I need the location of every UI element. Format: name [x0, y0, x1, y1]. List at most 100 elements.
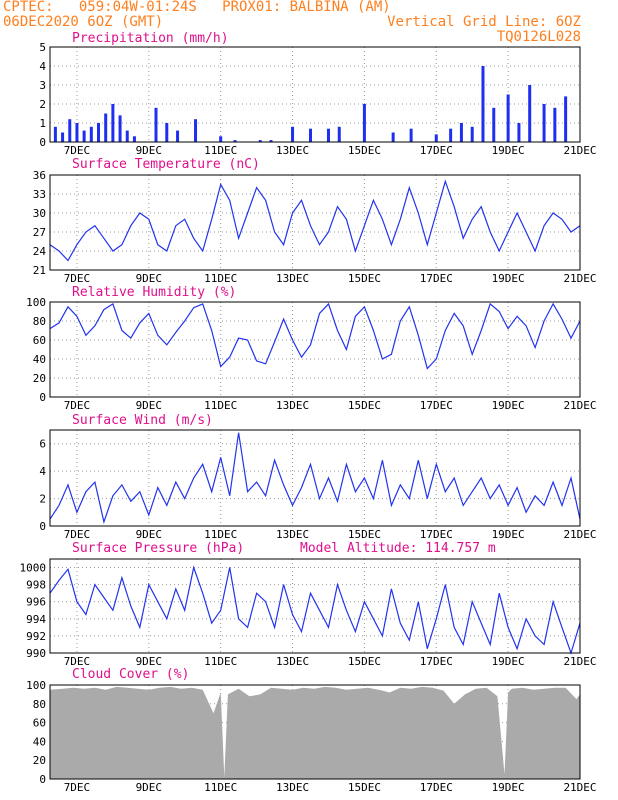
x-tick-label: 13DEC: [276, 144, 309, 157]
x-tick-label: 7DEC: [64, 272, 91, 285]
x-tick-label: 15DEC: [348, 528, 381, 541]
x-tick-label: 11DEC: [204, 399, 237, 412]
y-tick-label: 4: [39, 60, 46, 73]
precip-bar: [68, 119, 72, 142]
x-tick-label: 11DEC: [204, 781, 237, 794]
x-tick-label: 17DEC: [420, 781, 453, 794]
x-tick-label: 15DEC: [348, 399, 381, 412]
precip-bar: [97, 123, 101, 142]
precip-bar: [337, 126, 341, 142]
x-tick-label: 13DEC: [276, 528, 309, 541]
y-tick-label: 20: [33, 754, 46, 767]
precip-bar: [326, 128, 330, 142]
precip-bar: [362, 104, 366, 142]
precip-bar: [61, 132, 65, 142]
x-tick-label: 19DEC: [492, 399, 525, 412]
y-tick-label: 1: [39, 117, 46, 130]
x-tick-label: 11DEC: [204, 528, 237, 541]
precip-bar: [506, 94, 510, 142]
x-tick-label: 13DEC: [276, 272, 309, 285]
precip-bar: [176, 130, 180, 142]
precip-bar: [291, 126, 295, 142]
y-tick-label: 36: [33, 169, 46, 182]
y-tick-label: 0: [39, 136, 46, 149]
x-tick-label: 11DEC: [204, 272, 237, 285]
model-altitude-label: Model Altitude: 114.757 m: [300, 541, 496, 556]
precip-bar: [459, 123, 463, 142]
precip-bar: [553, 107, 557, 142]
y-tick-label: 40: [33, 353, 46, 366]
y-tick-label: 996: [26, 596, 46, 609]
precip-bar: [564, 96, 568, 142]
y-tick-label: 100: [26, 679, 46, 692]
x-tick-label: 17DEC: [420, 655, 453, 668]
y-tick-label: 0: [39, 773, 46, 786]
plot-frame: [49, 174, 581, 271]
x-tick-label: 7DEC: [64, 655, 91, 668]
x-tick-label: 15DEC: [348, 272, 381, 285]
y-tick-label: 990: [26, 647, 46, 660]
x-tick-label: 7DEC: [64, 144, 91, 157]
x-tick-label: 13DEC: [276, 655, 309, 668]
cloud-area: [50, 686, 580, 779]
series-line-4: [49, 432, 581, 525]
series-line-3: [49, 302, 581, 370]
x-tick-label: 21DEC: [563, 528, 596, 541]
y-tick-label: 80: [33, 315, 46, 328]
y-tick-label: 0: [39, 391, 46, 404]
x-tick-label: 17DEC: [420, 399, 453, 412]
precip-bar: [132, 136, 136, 142]
x-tick-label: 13DEC: [276, 399, 309, 412]
x-tick-label: 21DEC: [563, 781, 596, 794]
y-tick-label: 5: [39, 41, 46, 54]
y-tick-label: 33: [33, 188, 46, 201]
x-tick-label: 15DEC: [348, 781, 381, 794]
plot-frame: [49, 46, 581, 143]
y-tick-label: 1000: [20, 562, 47, 575]
precip-bar: [492, 107, 496, 142]
precip-bar: [449, 128, 453, 142]
x-tick-label: 7DEC: [64, 528, 91, 541]
precip-bar: [82, 130, 86, 142]
x-tick-label: 21DEC: [563, 272, 596, 285]
y-tick-label: 3: [39, 79, 46, 92]
precip-bar: [89, 126, 93, 142]
series-line-5: [49, 565, 581, 655]
y-tick-label: 30: [33, 207, 46, 220]
y-tick-label: 2: [39, 98, 46, 111]
x-tick-label: 21DEC: [563, 144, 596, 157]
precip-bar: [517, 123, 521, 142]
panel-title: Surface Wind (m/s): [72, 413, 213, 428]
y-tick-label: 998: [26, 579, 46, 592]
y-tick-label: 992: [26, 630, 46, 643]
precip-bar: [75, 123, 79, 142]
y-tick-label: 60: [33, 717, 46, 730]
precip-bar: [104, 113, 108, 142]
x-tick-label: 15DEC: [348, 655, 381, 668]
x-tick-label: 19DEC: [492, 655, 525, 668]
precip-bar: [154, 107, 158, 142]
precip-bar: [111, 104, 115, 142]
x-tick-label: 7DEC: [64, 781, 91, 794]
precip-bar: [194, 119, 198, 142]
x-tick-label: 15DEC: [348, 144, 381, 157]
y-tick-label: 2: [39, 493, 46, 506]
x-tick-label: 13DEC: [276, 781, 309, 794]
y-tick-label: 27: [33, 226, 46, 239]
x-tick-label: 11DEC: [204, 655, 237, 668]
precip-bar: [409, 128, 413, 142]
x-tick-label: 9DEC: [136, 144, 163, 157]
precip-bar: [125, 130, 129, 142]
x-tick-label: 9DEC: [136, 399, 163, 412]
y-tick-label: 20: [33, 372, 46, 385]
y-tick-label: 4: [39, 465, 46, 478]
precip-bar: [434, 134, 438, 142]
panel-title: Relative Humidity (%): [72, 285, 236, 300]
x-tick-label: 17DEC: [420, 272, 453, 285]
x-tick-label: 19DEC: [492, 528, 525, 541]
panel-title: Surface Pressure (hPa): [72, 541, 244, 556]
y-tick-label: 60: [33, 334, 46, 347]
x-tick-label: 9DEC: [136, 272, 163, 285]
plot-frame: [49, 684, 581, 780]
